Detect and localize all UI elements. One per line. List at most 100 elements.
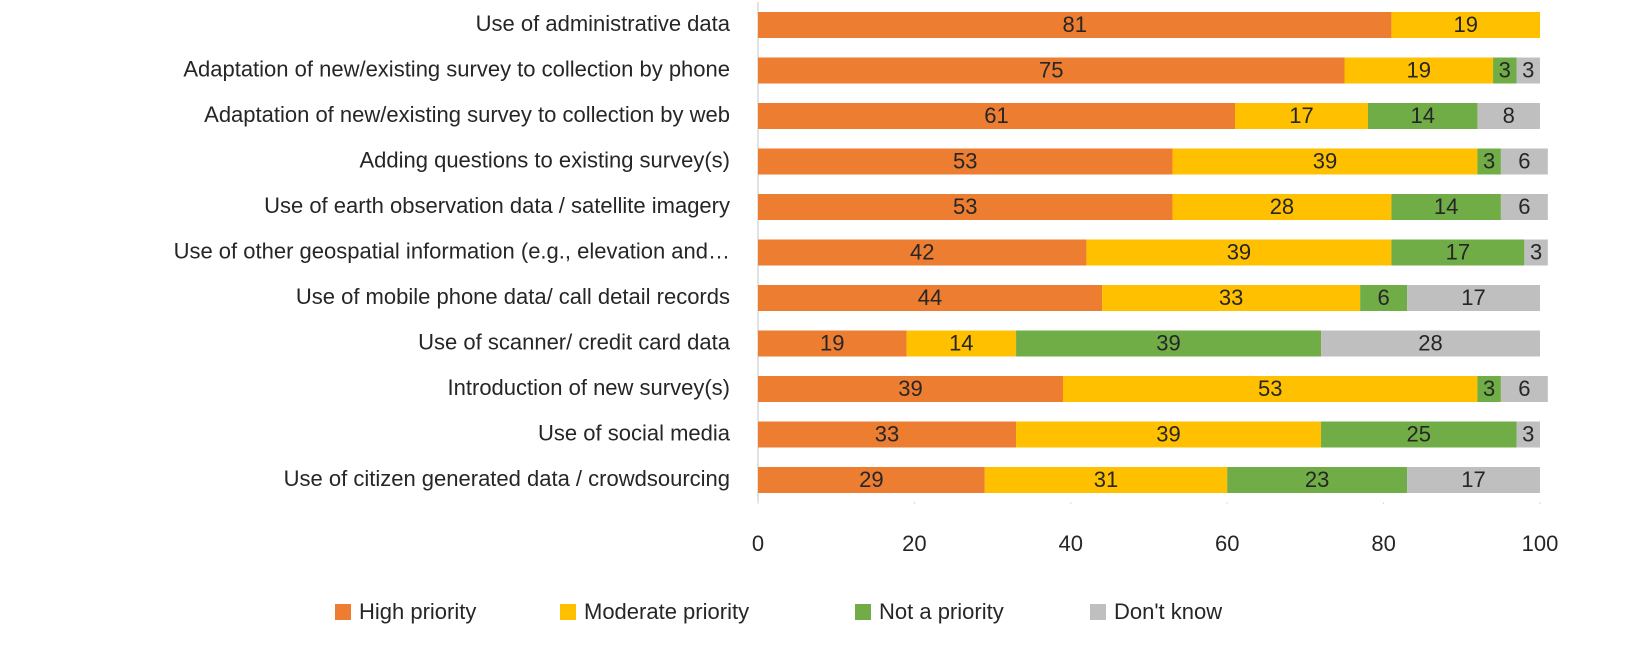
data-label: 19 xyxy=(1453,12,1477,37)
data-label: 53 xyxy=(1258,376,1282,401)
category-label: Use of earth observation data / satellit… xyxy=(264,193,730,218)
bar-segment xyxy=(1016,421,1322,448)
bar-segment xyxy=(758,467,985,493)
data-label: 53 xyxy=(953,148,977,173)
bar-segment xyxy=(1344,57,1494,84)
bar-segment xyxy=(758,103,1236,129)
category-label: Use of scanner/ credit card data xyxy=(418,329,731,354)
bar-segment xyxy=(1524,239,1548,266)
bar-segment xyxy=(758,285,1103,311)
x-tick-label: 80 xyxy=(1371,531,1395,556)
x-tick-label: 20 xyxy=(902,531,926,556)
bar-segment xyxy=(758,239,1087,266)
data-label: 33 xyxy=(1219,285,1243,310)
data-label: 17 xyxy=(1461,467,1485,492)
category-label: Use of other geospatial information (e.g… xyxy=(174,238,730,263)
category-label: Use of social media xyxy=(538,420,731,445)
data-label: 3 xyxy=(1530,239,1542,264)
data-label: 42 xyxy=(910,239,934,264)
data-label: 19 xyxy=(1407,57,1431,82)
data-label: 14 xyxy=(1410,103,1434,128)
bar-segment xyxy=(1500,376,1548,402)
category-label: Adaptation of new/existing survey to col… xyxy=(204,102,730,127)
bar-segment xyxy=(1102,285,1361,311)
category-label: Adaptation of new/existing survey to col… xyxy=(183,56,730,81)
bar-segment xyxy=(1407,467,1540,493)
data-label: 19 xyxy=(820,330,844,355)
data-label: 61 xyxy=(984,103,1008,128)
x-tick-label: 0 xyxy=(752,531,764,556)
legend-swatch xyxy=(560,604,576,620)
data-label: 14 xyxy=(949,330,973,355)
bar-segment xyxy=(1367,103,1478,129)
data-label: 25 xyxy=(1407,421,1431,446)
data-label: 8 xyxy=(1503,103,1515,128)
bar-segment xyxy=(758,376,1063,402)
data-label: 44 xyxy=(918,285,942,310)
data-label: 3 xyxy=(1522,421,1534,446)
data-label: 31 xyxy=(1094,467,1118,492)
legend-label: Don't know xyxy=(1114,599,1222,624)
data-label: 14 xyxy=(1434,194,1458,219)
x-tick-label: 40 xyxy=(1059,531,1083,556)
bar-segment xyxy=(1062,376,1478,402)
legend-label: Moderate priority xyxy=(584,599,749,624)
bar-segment xyxy=(1477,103,1540,129)
data-label: 29 xyxy=(859,467,883,492)
data-label: 39 xyxy=(1156,421,1180,446)
data-label: 39 xyxy=(1156,330,1180,355)
category-label: Use of administrative data xyxy=(476,11,731,36)
bar-segment xyxy=(758,330,907,357)
category-label: Adding questions to existing survey(s) xyxy=(359,147,730,172)
data-label: 3 xyxy=(1483,376,1495,401)
bar-segment xyxy=(1016,330,1322,357)
bar-segment xyxy=(1516,421,1540,448)
bar-segment xyxy=(1391,239,1525,266)
bar-segment xyxy=(1360,285,1408,311)
category-label: Introduction of new survey(s) xyxy=(448,375,730,400)
data-label: 17 xyxy=(1461,285,1485,310)
bar-segment xyxy=(906,330,1017,357)
data-label: 6 xyxy=(1518,148,1530,173)
legend-swatch xyxy=(335,604,351,620)
bar-segment xyxy=(758,12,1392,38)
data-label: 28 xyxy=(1418,330,1442,355)
bar-segment xyxy=(1391,194,1501,220)
data-label: 6 xyxy=(1518,376,1530,401)
bar-segment xyxy=(1407,285,1540,311)
data-label: 39 xyxy=(898,376,922,401)
data-label: 3 xyxy=(1499,57,1511,82)
bar-segment xyxy=(1391,12,1540,38)
bar-segment xyxy=(1516,57,1540,84)
category-label: Use of citizen generated data / crowdsou… xyxy=(284,466,730,491)
bar-segment xyxy=(1500,148,1548,175)
bar-segment xyxy=(1086,239,1392,266)
data-label: 3 xyxy=(1483,148,1495,173)
data-label: 81 xyxy=(1062,12,1086,37)
data-label: 39 xyxy=(1227,239,1251,264)
data-label: 23 xyxy=(1305,467,1329,492)
legend-swatch xyxy=(1090,604,1106,620)
bar-segment xyxy=(984,467,1228,493)
legend-label: Not a priority xyxy=(879,599,1004,624)
data-label: 17 xyxy=(1289,103,1313,128)
x-tick-label: 100 xyxy=(1522,531,1559,556)
bar-segment xyxy=(1235,103,1368,129)
data-label: 6 xyxy=(1377,285,1389,310)
bar-segment xyxy=(1227,467,1408,493)
bar-segment xyxy=(758,148,1173,175)
bar-segment xyxy=(1172,148,1478,175)
bar-segment xyxy=(1493,57,1517,84)
data-label: 75 xyxy=(1039,57,1063,82)
data-label: 28 xyxy=(1270,194,1294,219)
bar-segment xyxy=(1500,194,1548,220)
legend-swatch xyxy=(855,604,871,620)
legend-label: High priority xyxy=(359,599,476,624)
bar-segment xyxy=(758,421,1017,448)
data-label: 53 xyxy=(953,194,977,219)
bar-segment xyxy=(1477,148,1501,175)
x-tick-label: 60 xyxy=(1215,531,1239,556)
bar-segment xyxy=(1321,421,1517,448)
bar-segment xyxy=(1172,194,1392,220)
